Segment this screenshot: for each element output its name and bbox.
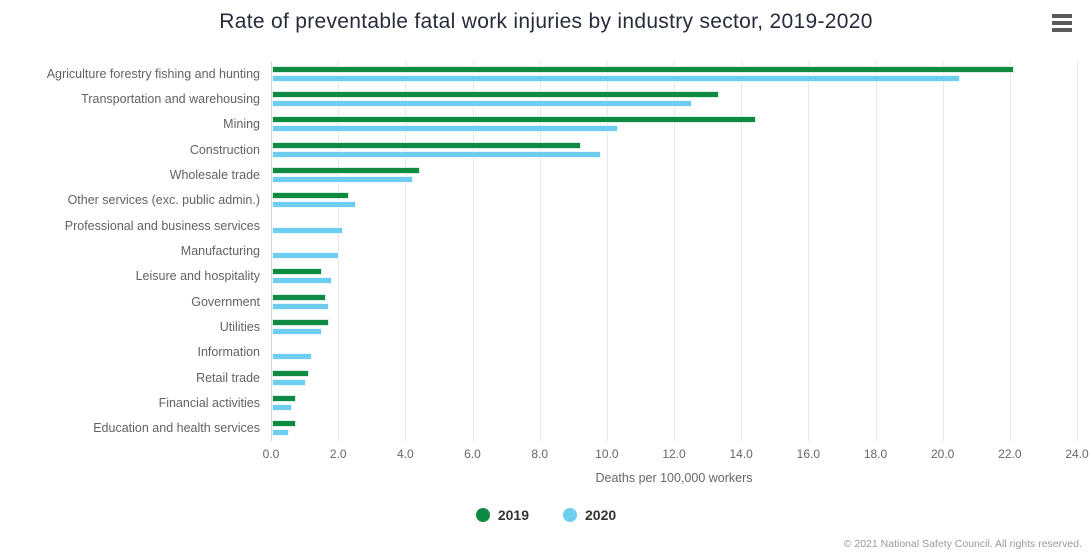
x-tick-label: 22.0 [998,447,1022,461]
x-tick-label: 2.0 [329,447,347,461]
x-tick-label: 0.0 [262,447,280,461]
hamburger-icon [1052,14,1072,18]
bar-2020[interactable] [272,125,618,133]
bar-2019[interactable] [272,166,420,174]
context-menu-button[interactable] [1050,11,1074,35]
grid-line [405,61,407,441]
bar-2019[interactable] [272,268,323,276]
y-axis-category-labels: Agriculture forestry fishing and hunting… [0,61,260,441]
bar-2020[interactable] [272,226,343,234]
category-label: Education and health services [93,421,260,436]
legend-dot-2019 [475,508,490,522]
legend-item-2019[interactable]: 2019 [475,507,529,523]
category-label: Leisure and hospitality [135,269,260,284]
x-tick-label: 18.0 [863,447,888,461]
x-tick-label: 16.0 [796,447,821,461]
legend-item-2020[interactable]: 2020 [563,507,616,523]
x-tick-label: 14.0 [729,447,753,461]
x-tick-label: 4.0 [396,447,414,461]
chart-title: Rate of preventable fatal work injuries … [219,10,873,33]
category-row [272,365,1077,390]
bar-2019[interactable] [272,394,296,402]
legend-label-2019: 2019 [497,507,529,523]
bar-2020[interactable] [272,150,602,158]
grid-line [1009,61,1011,441]
category-row [272,162,1077,187]
bar-2019[interactable] [272,192,350,200]
category-row [272,188,1077,213]
category-row [272,86,1077,111]
category-label: Transportation and warehousing [81,91,260,106]
category-label: Professional and business services [64,218,260,233]
bar-2020[interactable] [272,353,313,361]
bar-2019[interactable] [272,90,719,98]
category-label: Manufacturing [180,243,260,258]
x-tick-label: 24.0 [1065,447,1089,461]
bar-2020[interactable] [272,99,692,107]
bar-2020[interactable] [272,251,340,259]
bar-2019[interactable] [272,318,330,326]
x-axis-title: Deaths per 100,000 workers [595,471,753,485]
x-tick-label: 10.0 [595,447,619,461]
x-tick-label: 12.0 [662,447,686,461]
bar-2020[interactable] [272,277,333,285]
grid-line [942,61,944,441]
grid-line [808,61,810,441]
bar-2019[interactable] [272,369,309,377]
grid-line [875,61,877,441]
grid-line [1077,61,1078,441]
bar-2019[interactable] [272,141,581,149]
category-row [272,213,1077,238]
category-label: Other services (exc. public admin.) [67,193,260,208]
category-label: Government [191,294,260,309]
category-row [272,390,1077,415]
grid-line [674,61,675,441]
category-label: Construction [189,142,260,157]
category-row [272,314,1077,339]
bar-2020[interactable] [272,302,330,310]
category-label: Agriculture forestry fishing and hunting [46,66,260,81]
bar-2020[interactable] [272,74,961,82]
grid-line [539,61,541,441]
bar-2020[interactable] [272,201,356,209]
bar-2020[interactable] [272,403,293,411]
category-row [272,238,1077,263]
category-label: Retail trade [196,370,260,385]
credits-text: © 2021 National Safety Council. All righ… [843,538,1082,550]
category-row [272,112,1077,137]
category-row [272,61,1077,86]
x-axis-tick-labels: 0.0 2.0 4.0 6.0 8.0 10.0 12.0 14.0 16.0 18.0 20.0 2… [263,447,1089,463]
x-tick-label: 8.0 [531,447,548,461]
bar-2019[interactable] [272,65,1015,73]
bar-2020[interactable] [272,378,306,386]
hamburger-icon [1052,21,1072,25]
grid-line [741,61,743,441]
category-label: Information [197,345,260,360]
grid-line [338,61,340,441]
category-label: Mining [223,117,260,132]
category-row [272,137,1077,162]
legend: 2019 2020 [0,507,1092,523]
category-row [272,264,1077,289]
bar-2020[interactable] [272,429,289,437]
x-tick-label: 20.0 [930,447,955,461]
category-row [272,289,1077,314]
grid-line [472,61,474,441]
plot-area [271,61,1078,441]
category-row [272,416,1077,441]
bar-2019[interactable] [272,293,326,301]
bar-2020[interactable] [272,175,414,183]
grid-line [606,61,608,441]
category-label: Financial activities [158,395,260,410]
legend-dot-2020 [563,508,577,522]
hamburger-icon [1052,28,1072,32]
bar-2020[interactable] [272,327,323,335]
category-label: Wholesale trade [169,167,260,182]
bar-2019[interactable] [272,420,296,428]
category-row [272,340,1077,365]
legend-label-2020: 2020 [585,507,617,523]
category-label: Utilities [219,319,260,334]
bar-2019[interactable] [272,116,756,124]
x-tick-label: 6.0 [464,447,481,461]
